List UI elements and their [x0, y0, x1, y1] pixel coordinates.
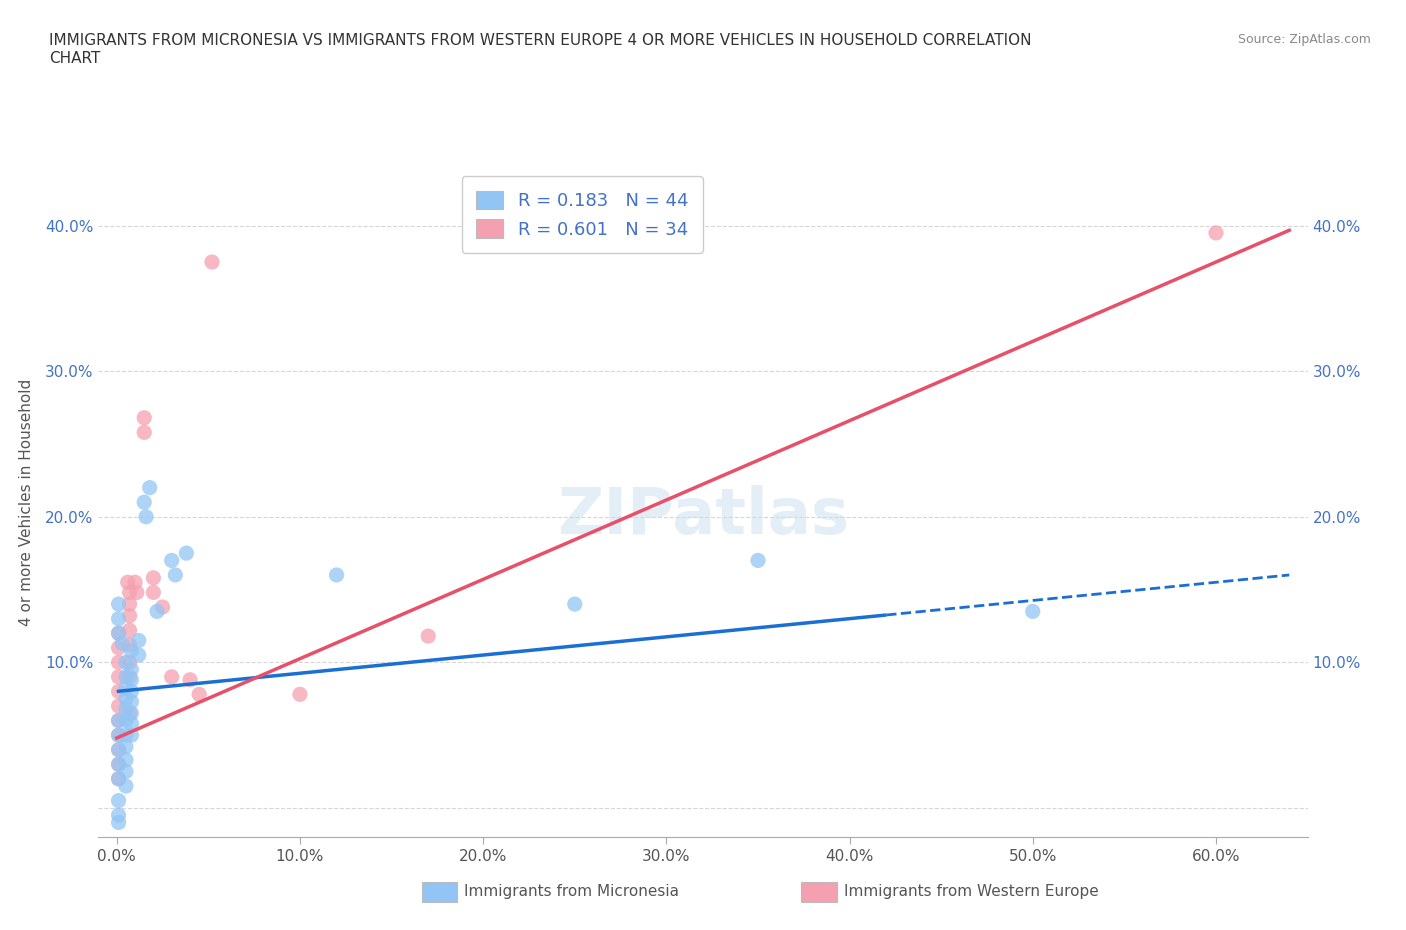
Point — [135, 510, 157, 525]
Point — [107, 626, 129, 641]
Point — [118, 623, 141, 638]
Point — [288, 687, 311, 702]
Point — [107, 808, 129, 823]
Point — [107, 757, 129, 772]
Point — [418, 629, 440, 644]
Point — [124, 575, 146, 590]
Point — [747, 553, 769, 568]
Point — [117, 575, 139, 590]
Point — [107, 713, 129, 728]
Point — [120, 672, 142, 687]
Point — [115, 764, 138, 779]
Point — [115, 778, 138, 793]
Point — [179, 672, 201, 687]
Point — [107, 742, 129, 757]
Point — [107, 597, 129, 612]
Point — [107, 670, 129, 684]
Text: CHART: CHART — [49, 51, 101, 66]
Point — [115, 701, 138, 716]
Point — [120, 706, 142, 721]
Text: Source: ZipAtlas.com: Source: ZipAtlas.com — [1237, 33, 1371, 46]
Point — [107, 793, 129, 808]
Point — [115, 670, 138, 684]
Point — [120, 644, 142, 658]
Point — [115, 655, 138, 670]
Point — [120, 727, 142, 742]
Point — [142, 570, 165, 585]
Point — [107, 727, 129, 742]
Point — [115, 727, 138, 742]
Point — [165, 567, 187, 582]
Point — [128, 647, 150, 662]
Point — [125, 585, 148, 600]
Point — [107, 771, 129, 786]
Point — [128, 633, 150, 648]
Point — [118, 585, 141, 600]
Point — [120, 694, 142, 709]
Point — [115, 681, 138, 696]
Text: IMMIGRANTS FROM MICRONESIA VS IMMIGRANTS FROM WESTERN EUROPE 4 OR MORE VEHICLES : IMMIGRANTS FROM MICRONESIA VS IMMIGRANTS… — [49, 33, 1032, 47]
Point — [107, 757, 129, 772]
Point — [325, 567, 347, 582]
Point — [138, 480, 160, 495]
Point — [107, 771, 129, 786]
Point — [188, 687, 211, 702]
Point — [564, 597, 586, 612]
Point — [115, 739, 138, 754]
Point — [118, 608, 141, 623]
Point — [152, 600, 174, 615]
Text: Immigrants from Micronesia: Immigrants from Micronesia — [464, 884, 679, 899]
Point — [107, 713, 129, 728]
Point — [134, 410, 156, 425]
Point — [107, 727, 129, 742]
Y-axis label: 4 or more Vehicles in Household: 4 or more Vehicles in Household — [18, 379, 34, 626]
Point — [111, 636, 134, 651]
Point — [118, 670, 141, 684]
Point — [107, 815, 129, 830]
Point — [115, 713, 138, 728]
Text: Immigrants from Western Europe: Immigrants from Western Europe — [844, 884, 1098, 899]
Point — [107, 742, 129, 757]
Point — [120, 662, 142, 677]
Point — [107, 611, 129, 626]
Point — [120, 684, 142, 698]
Legend: R = 0.183   N = 44, R = 0.601   N = 34: R = 0.183 N = 44, R = 0.601 N = 34 — [461, 177, 703, 253]
Point — [1022, 604, 1045, 618]
Point — [120, 716, 142, 731]
Point — [107, 698, 129, 713]
Point — [118, 637, 141, 652]
Point — [134, 425, 156, 440]
Point — [176, 546, 198, 561]
Point — [201, 255, 224, 270]
Point — [107, 684, 129, 698]
Point — [134, 495, 156, 510]
Point — [107, 626, 129, 641]
Point — [146, 604, 169, 618]
Point — [115, 752, 138, 767]
Point — [107, 641, 129, 656]
Point — [107, 655, 129, 670]
Point — [118, 597, 141, 612]
Point — [118, 655, 141, 670]
Text: ZIPatlas: ZIPatlas — [557, 485, 849, 547]
Point — [142, 585, 165, 600]
Point — [115, 691, 138, 706]
Point — [118, 706, 141, 721]
Point — [160, 670, 183, 684]
Point — [160, 553, 183, 568]
Point — [1205, 225, 1227, 240]
